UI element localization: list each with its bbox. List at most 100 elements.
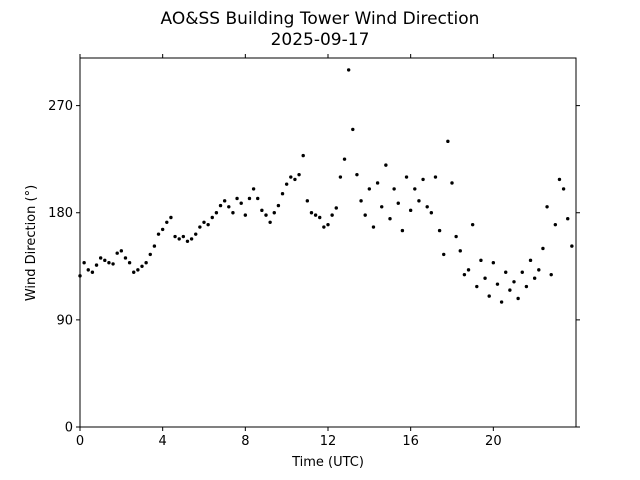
data-point bbox=[264, 213, 268, 217]
data-point bbox=[483, 276, 487, 280]
data-point bbox=[380, 205, 384, 209]
data-point bbox=[408, 208, 413, 213]
data-point bbox=[123, 256, 128, 260]
data-point bbox=[148, 252, 152, 257]
data-point bbox=[442, 252, 446, 257]
data-point bbox=[318, 215, 322, 220]
data-point bbox=[351, 127, 355, 132]
data-point bbox=[355, 172, 359, 177]
data-point bbox=[247, 196, 252, 201]
data-point bbox=[413, 187, 417, 191]
data-point bbox=[512, 280, 516, 284]
data-point bbox=[396, 201, 400, 205]
data-point bbox=[132, 270, 136, 274]
plot-frame bbox=[79, 57, 577, 428]
data-point bbox=[284, 182, 289, 186]
y-tick-label: 0 bbox=[65, 421, 73, 436]
data-point bbox=[94, 263, 99, 267]
data-point bbox=[524, 284, 529, 289]
data-point bbox=[144, 261, 148, 265]
data-point bbox=[235, 196, 239, 201]
data-point bbox=[239, 201, 243, 205]
data-point bbox=[243, 213, 248, 217]
data-point bbox=[520, 270, 524, 274]
data-point bbox=[371, 225, 376, 229]
data-point bbox=[545, 205, 549, 209]
data-point bbox=[570, 244, 574, 248]
data-point bbox=[202, 220, 206, 224]
data-point bbox=[437, 228, 442, 233]
data-point bbox=[98, 256, 103, 260]
data-point bbox=[136, 268, 140, 272]
data-point bbox=[450, 181, 454, 185]
data-point bbox=[210, 215, 214, 220]
chart-title: AO&SS Building Tower Wind Direction bbox=[161, 9, 480, 29]
data-point bbox=[516, 296, 520, 301]
data-point bbox=[169, 215, 173, 220]
data-point bbox=[425, 205, 429, 209]
data-point bbox=[499, 300, 504, 304]
data-point bbox=[189, 237, 194, 241]
data-point bbox=[276, 203, 281, 208]
data-point bbox=[566, 216, 570, 221]
data-point bbox=[532, 276, 537, 280]
y-tick-label: 270 bbox=[48, 99, 73, 114]
data-point bbox=[86, 268, 90, 272]
data-point bbox=[454, 234, 458, 239]
data-point bbox=[404, 175, 409, 179]
data-point bbox=[466, 268, 471, 272]
data-point bbox=[309, 211, 314, 215]
data-point bbox=[127, 261, 132, 265]
data-point bbox=[107, 261, 111, 265]
x-axis-label: Time (UTC) bbox=[291, 455, 364, 470]
data-point bbox=[256, 196, 260, 201]
data-point bbox=[557, 177, 562, 182]
data-point bbox=[218, 203, 223, 208]
x-tick-label: 4 bbox=[159, 434, 167, 449]
data-point bbox=[260, 208, 264, 213]
data-point bbox=[462, 272, 467, 277]
data-point bbox=[251, 187, 256, 191]
data-point bbox=[268, 220, 272, 224]
data-point bbox=[78, 274, 82, 278]
data-point bbox=[160, 227, 165, 232]
data-point bbox=[392, 187, 396, 191]
x-tick-label: 8 bbox=[241, 434, 249, 449]
data-point bbox=[458, 249, 462, 253]
data-point bbox=[479, 258, 483, 263]
data-point bbox=[346, 68, 351, 72]
data-point bbox=[185, 239, 190, 244]
y-axis-label: Wind Direction (°) bbox=[24, 185, 39, 301]
data-point bbox=[289, 175, 293, 179]
data-point bbox=[429, 211, 434, 215]
x-tick-label: 16 bbox=[402, 434, 419, 449]
data-point bbox=[549, 272, 553, 277]
data-point bbox=[359, 199, 363, 203]
data-point bbox=[553, 222, 558, 227]
data-point bbox=[272, 211, 276, 215]
data-point bbox=[491, 261, 496, 265]
data-point bbox=[119, 249, 124, 253]
data-point bbox=[446, 139, 450, 144]
data-point bbox=[417, 199, 421, 203]
data-point bbox=[508, 288, 512, 292]
data-point bbox=[541, 246, 545, 251]
data-point bbox=[173, 234, 177, 239]
data-point bbox=[367, 187, 372, 191]
data-point bbox=[152, 244, 157, 248]
data-point bbox=[388, 216, 392, 221]
chart-subtitle: 2025-09-17 bbox=[271, 30, 370, 50]
data-point bbox=[198, 225, 202, 229]
data-point bbox=[297, 172, 301, 177]
data-point bbox=[334, 206, 338, 210]
data-point bbox=[338, 175, 343, 179]
data-point bbox=[487, 294, 491, 298]
data-point bbox=[231, 211, 235, 215]
data-point bbox=[342, 157, 347, 161]
x-tick-label: 0 bbox=[76, 434, 84, 449]
data-point bbox=[206, 222, 210, 227]
data-point bbox=[495, 282, 500, 286]
y-tick-label: 180 bbox=[48, 206, 73, 221]
data-point bbox=[528, 258, 533, 263]
